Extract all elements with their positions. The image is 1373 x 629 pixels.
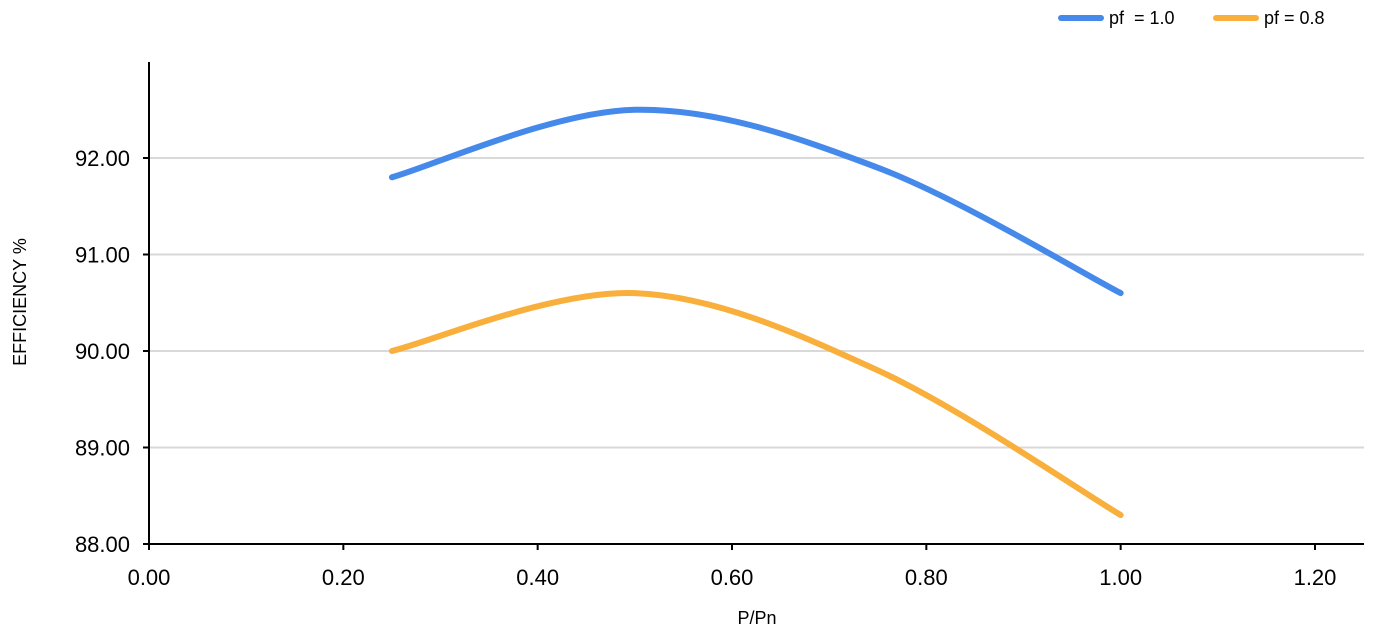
- y-axis-title: EFFICIENCY %: [10, 238, 30, 366]
- y-tick-label: 91.00: [75, 243, 130, 268]
- legend: pf = 1.0 pf = 0.8: [1058, 8, 1325, 28]
- x-tick-label: 0.00: [128, 565, 171, 590]
- x-tick-label: 0.80: [905, 565, 948, 590]
- x-tick-label: 1.00: [1099, 565, 1142, 590]
- x-tick-label: 0.40: [516, 565, 559, 590]
- y-tick-label: 90.00: [75, 339, 130, 364]
- y-tick-label: 92.00: [75, 146, 130, 171]
- x-axis-title: P/Pn: [737, 608, 776, 628]
- grid-lines: [149, 157, 1364, 449]
- x-tick-label: 0.20: [322, 565, 365, 590]
- series-line-1: [388, 106, 1124, 297]
- x-tick-label: 1.20: [1294, 565, 1337, 590]
- series-line-2: [388, 290, 1124, 519]
- axes: [148, 62, 1364, 545]
- legend-label-1: pf = 1.0: [1109, 8, 1175, 28]
- y-tick-label: 89.00: [75, 436, 130, 461]
- tick-labels: 0.00 0.20 0.40 0.60 0.80 1.00 1.20 88.00 89.00 90…: [75, 146, 1336, 590]
- legend-label-2: pf = 0.8: [1264, 8, 1325, 28]
- series-lines: [388, 106, 1124, 519]
- y-tick-label: 88.00: [75, 532, 130, 557]
- x-tick-label: 0.60: [711, 565, 754, 590]
